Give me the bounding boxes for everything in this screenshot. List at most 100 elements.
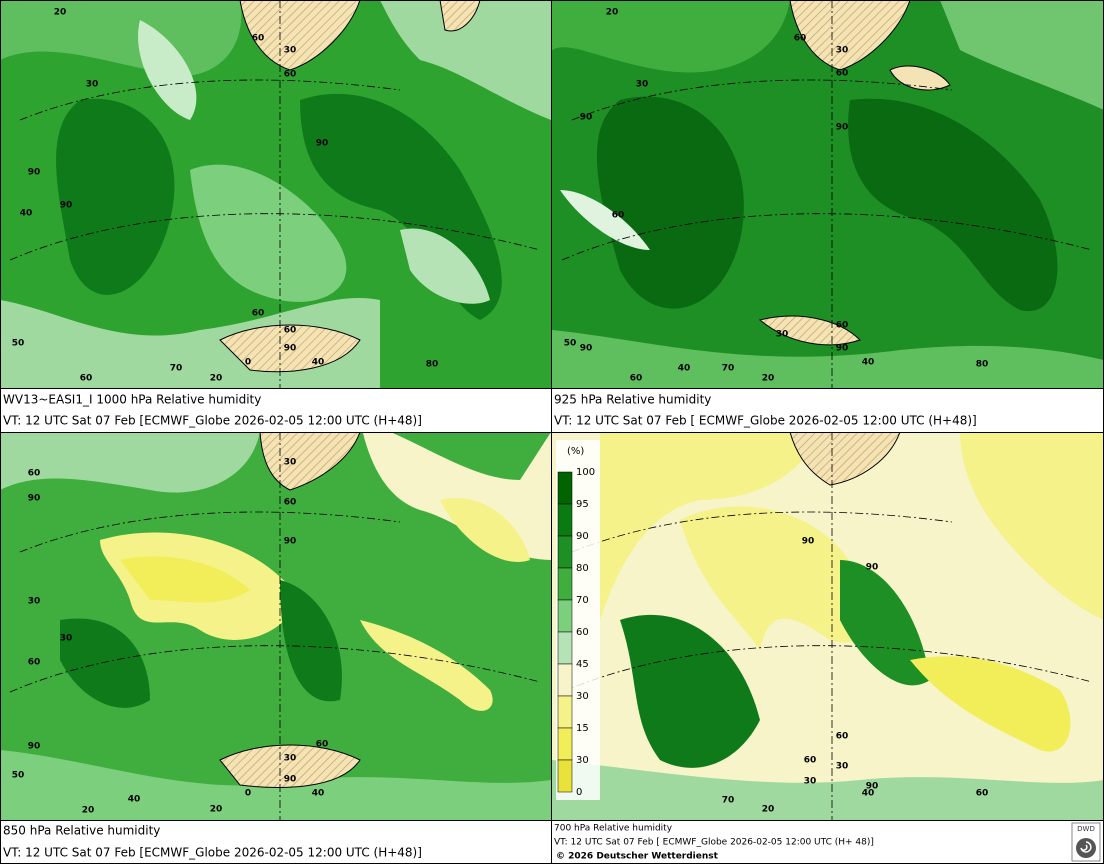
contour-label: 90: [866, 563, 879, 573]
map-panel: [0, 432, 551, 820]
contour-label: 30: [284, 46, 297, 56]
map-panel: [552, 432, 1104, 820]
map-panel: [0, 0, 551, 388]
legend-label: 70: [576, 595, 589, 606]
contour-label: 20: [762, 374, 775, 384]
legend-swatch: [557, 599, 573, 633]
legend-swatch: [557, 567, 573, 601]
legend-label: 90: [576, 531, 589, 542]
contour-label: 90: [836, 123, 849, 133]
contour-label: 70: [722, 796, 735, 806]
legend-swatch: [557, 631, 573, 665]
contour-label: 20: [54, 8, 67, 18]
contour-label: 90: [284, 775, 297, 785]
legend-swatch: [557, 759, 573, 793]
legend-swatch: [557, 663, 573, 697]
legend-label: 100: [576, 467, 595, 478]
contour-label: 40: [20, 209, 33, 219]
contour-label: 50: [12, 771, 25, 781]
contour-label: 90: [284, 344, 297, 354]
contour-label: 30: [836, 762, 849, 772]
contour-label: 70: [170, 364, 183, 374]
contour-label: 90: [316, 139, 329, 149]
legend: (%) 100 95 90 80 70 60 45 30 15 30 0: [556, 440, 600, 800]
contour-label: 30: [28, 597, 41, 607]
contour-label: 80: [426, 360, 439, 370]
contour-label: 60: [630, 374, 643, 384]
contour-label: 40: [312, 789, 325, 799]
logo: DWD: [1071, 822, 1101, 862]
contour-label: 60: [28, 658, 41, 668]
contour-label: 40: [312, 358, 325, 368]
contour-label: 0: [245, 358, 251, 368]
contour-label: 70: [722, 364, 735, 374]
contour-label: 0: [245, 789, 251, 799]
legend-swatch: [557, 695, 573, 729]
contour-label: 20: [82, 806, 95, 816]
legend-label: 80: [576, 563, 589, 574]
contour-label: 60: [836, 321, 849, 331]
contour-label: 60: [794, 34, 807, 44]
contour-label: 60: [804, 756, 817, 766]
valid-time: VT: 12 UTC Sat 07 Feb [ ECMWF_Globe 2026…: [554, 838, 874, 848]
contour-label: 60: [976, 789, 989, 799]
legend-label: 45: [576, 659, 589, 670]
contour-label: 20: [210, 805, 223, 815]
contour-label: 60: [284, 70, 297, 80]
contour-label: 90: [28, 742, 41, 752]
legend-swatch: [557, 535, 573, 569]
copyright: © 2026 Deutscher Wetterdienst: [556, 852, 719, 862]
contour-label: 60: [284, 326, 297, 336]
legend-swatch: [557, 471, 573, 505]
legend-label: 15: [576, 723, 589, 734]
contour-label: 30: [60, 634, 73, 644]
contour-label: 90: [580, 113, 593, 123]
contour-label: 90: [284, 537, 297, 547]
contour-label: 60: [316, 740, 329, 750]
contour-label: 60: [252, 309, 265, 319]
legend-label: 60: [576, 627, 589, 638]
contour-label: 20: [210, 374, 223, 384]
panel-title: 925 hPa Relative humidity: [554, 393, 711, 407]
valid-time: VT: 12 UTC Sat 07 Feb [ECMWF_Globe 2026-…: [3, 414, 422, 428]
contour-label: 60: [252, 34, 265, 44]
contour-label: 80: [976, 360, 989, 370]
contour-label: 60: [28, 469, 41, 479]
legend-label: 0: [576, 787, 582, 798]
contour-label: 90: [580, 344, 593, 354]
contour-label: 40: [678, 364, 691, 374]
legend-label: 95: [576, 499, 589, 510]
contour-label: 30: [636, 80, 649, 90]
panel-title: 700 hPa Relative humidity: [554, 824, 673, 834]
legend-label: 30: [576, 691, 589, 702]
contour-label: 90: [28, 168, 41, 178]
valid-time: VT: 12 UTC Sat 07 Feb [ ECMWF_Globe 2026…: [554, 414, 977, 428]
contour-label: 50: [564, 339, 577, 349]
contour-label: 40: [862, 789, 875, 799]
contour-label: 30: [804, 777, 817, 787]
legend-unit: (%): [567, 446, 584, 457]
contour-label: 60: [836, 732, 849, 742]
contour-label: 60: [284, 498, 297, 508]
contour-label: 90: [866, 782, 879, 792]
contour-label: 30: [284, 754, 297, 764]
valid-time: VT: 12 UTC Sat 07 Feb [ECMWF_Globe 2026-…: [3, 846, 422, 860]
logo-text: DWD: [1077, 825, 1095, 833]
contour-label: 40: [128, 795, 141, 805]
legend-swatch: [557, 503, 573, 537]
legend-label: 30: [576, 755, 589, 766]
contour-label: 20: [606, 8, 619, 18]
contour-label: 30: [776, 330, 789, 340]
contour-label: 40: [862, 358, 875, 368]
contour-label: 30: [86, 80, 99, 90]
contour-label: 90: [60, 201, 73, 211]
contour-label: 20: [762, 805, 775, 815]
panel-title: 850 hPa Relative humidity: [3, 824, 160, 838]
contour-label: 90: [28, 494, 41, 504]
legend-swatch: [557, 727, 573, 761]
contour-label: 60: [612, 211, 625, 221]
contour-label: 90: [836, 344, 849, 354]
contour-label: 60: [836, 69, 849, 79]
contour-label: 50: [12, 339, 25, 349]
